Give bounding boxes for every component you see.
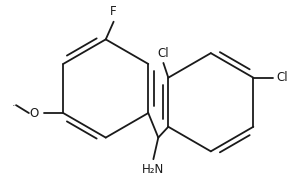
Text: Cl: Cl	[158, 47, 169, 60]
Text: methoxy: methoxy	[13, 105, 19, 106]
Text: F: F	[110, 5, 117, 18]
Text: H₂N: H₂N	[142, 163, 164, 176]
Text: O: O	[29, 107, 38, 120]
Text: Cl: Cl	[276, 71, 287, 84]
